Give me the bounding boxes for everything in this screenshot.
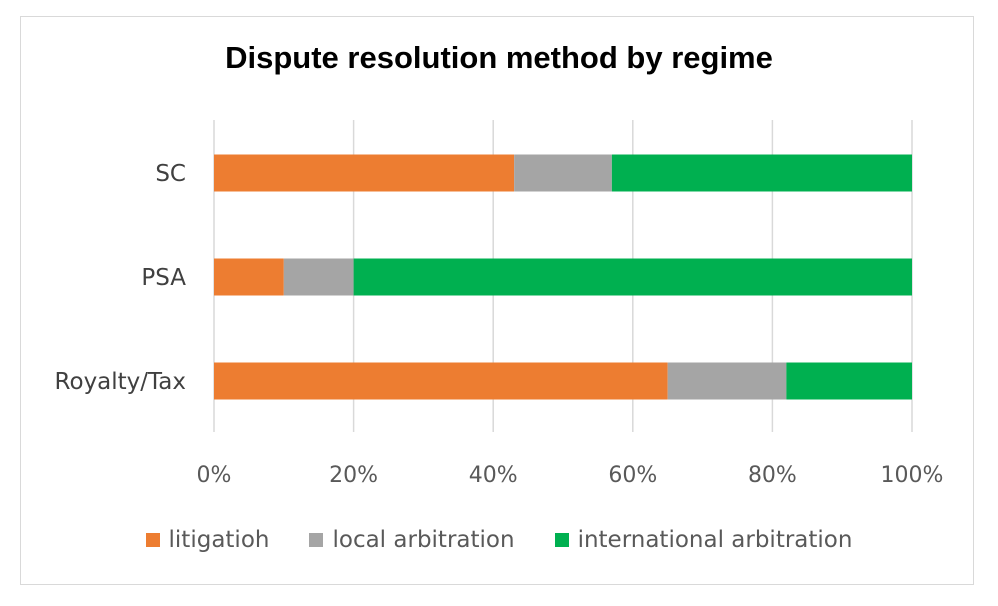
bar-segment: [353, 258, 913, 296]
x-tick-label: 0%: [197, 463, 232, 488]
category-label: Royalty/Tax: [55, 369, 186, 395]
legend-swatch-local-arbitration: [309, 533, 324, 547]
chart-title: Dispute resolution method by regime: [225, 40, 773, 75]
bar-segment: [514, 154, 612, 192]
x-tick-label: 80%: [748, 463, 797, 488]
x-tick-label: 40%: [469, 463, 518, 488]
x-tick-label: 60%: [608, 463, 657, 488]
legend-swatch-international-arbitration: [554, 533, 569, 547]
legend-label-international-arbitration: international arbitration: [577, 527, 853, 553]
bar-segment: [611, 154, 912, 192]
bar-segment: [214, 362, 668, 400]
category-label: SC: [155, 161, 186, 187]
chart-legend: litigatioh local arbitration internation…: [0, 520, 998, 560]
bar-segment: [667, 362, 787, 400]
legend-swatch-litigation: [145, 533, 160, 547]
bar-segment: [283, 258, 354, 296]
legend-item-litigation: litigatioh: [145, 527, 270, 553]
chart-frame: [20, 16, 974, 585]
x-tick-label: 100%: [881, 463, 944, 488]
x-tick-label: 20%: [329, 463, 378, 488]
bar-segment: [214, 154, 515, 192]
legend-label-litigation: litigatioh: [168, 527, 270, 553]
category-label: PSA: [141, 265, 186, 291]
legend-item-local-arbitration: local arbitration: [309, 527, 515, 553]
legend-item-international-arbitration: international arbitration: [554, 527, 853, 553]
bar-segment: [214, 258, 284, 296]
legend-label-local-arbitration: local arbitration: [332, 527, 515, 553]
bar-segment: [786, 362, 912, 400]
